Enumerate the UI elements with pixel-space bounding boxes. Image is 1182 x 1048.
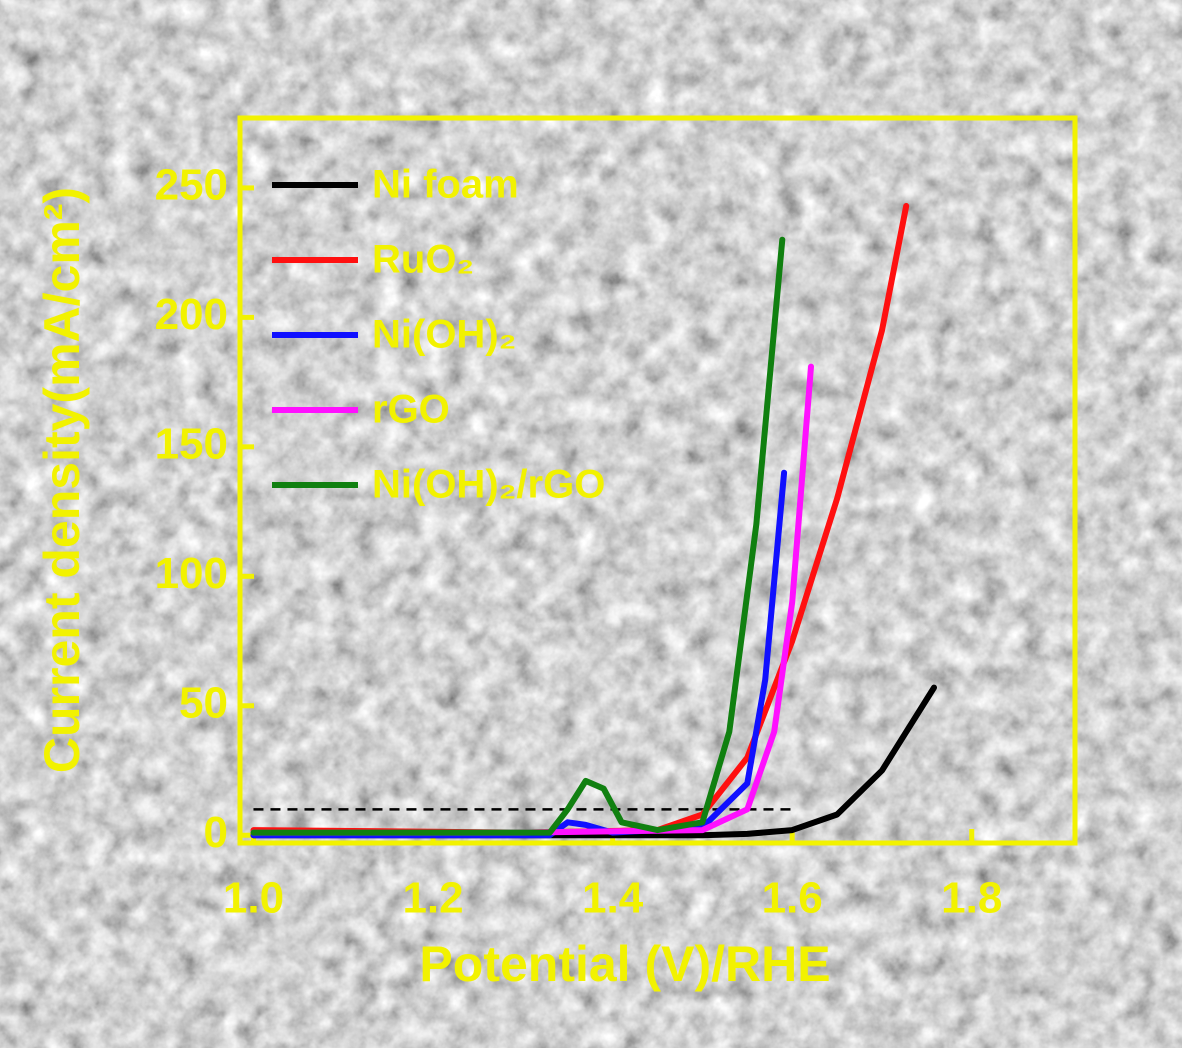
y-tick-label: 100 <box>155 549 228 598</box>
legend-label: rGO <box>372 388 450 432</box>
x-tick-label: 1.8 <box>941 874 1002 923</box>
legend-label: RuO₂ <box>372 238 474 282</box>
y-axis-label: Current density(mA/cm²) <box>34 187 90 773</box>
series-line <box>250 236 786 836</box>
x-axis-label: Potential (V)/RHE <box>419 936 830 992</box>
x-tick-label: 1.4 <box>582 874 644 923</box>
plot-frame <box>237 115 1078 846</box>
legend-label: Ni(OH)₂ <box>372 313 516 357</box>
y-tick-label: 250 <box>155 161 228 210</box>
legend-label: Ni(OH)₂/rGO <box>372 463 605 507</box>
y-tick-label: 150 <box>155 419 228 468</box>
x-tick-label: 1.6 <box>762 874 823 923</box>
y-tick-label: 0 <box>204 808 228 857</box>
x-tick-label: 1.0 <box>223 874 284 923</box>
y-tick-label: 200 <box>155 290 228 339</box>
x-tick-label: 1.2 <box>402 874 463 923</box>
legend-label: Ni foam <box>372 163 519 207</box>
y-tick-label: 50 <box>179 678 228 727</box>
